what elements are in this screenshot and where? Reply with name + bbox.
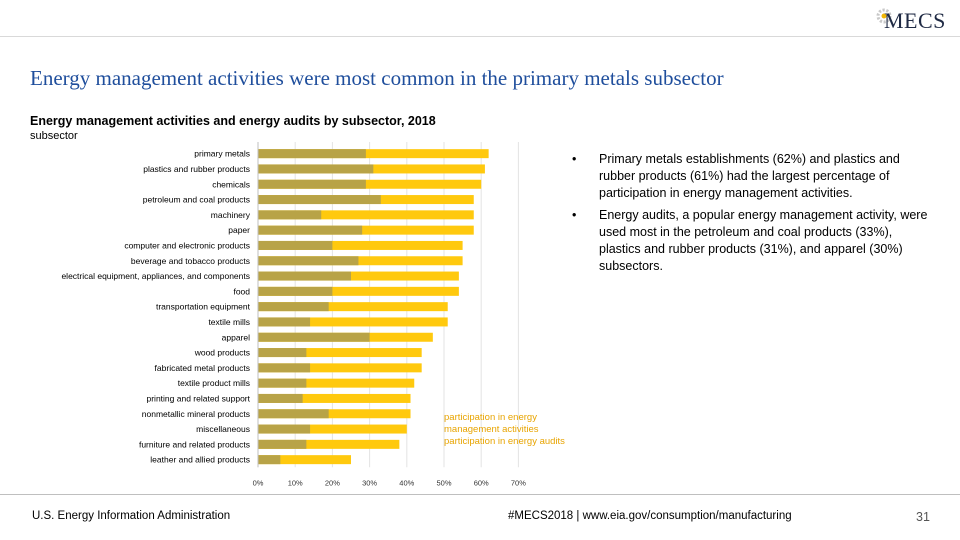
category-label: machinery (211, 210, 251, 220)
bar-audit (258, 424, 311, 434)
bar-audit (258, 164, 374, 174)
category-label: apparel (222, 332, 250, 342)
bar-audit (258, 409, 329, 419)
bar-management (258, 225, 474, 235)
category-label: food (233, 286, 250, 296)
category-label: petroleum and coal products (143, 195, 250, 205)
chart-title: Energy management activities and energy … (30, 114, 436, 128)
header-divider (0, 36, 960, 37)
category-label: transportation equipment (156, 302, 251, 312)
bar-management (258, 378, 415, 388)
bar-audit (258, 455, 281, 465)
x-tick-label: 10% (288, 478, 303, 487)
category-label: textile mills (208, 317, 250, 327)
bar-management (258, 256, 463, 266)
bar-audit (258, 225, 363, 235)
bar-audit (258, 149, 366, 159)
category-label: electrical equipment, appliances, and co… (61, 271, 250, 281)
bullet-marker: • (572, 208, 577, 223)
page-number: 31 (916, 510, 930, 524)
bar-management (258, 455, 351, 465)
x-tick-label: 60% (474, 478, 489, 487)
x-tick-label: 40% (399, 478, 414, 487)
category-label: primary metals (194, 149, 250, 159)
gear-icon (876, 8, 892, 24)
x-tick-label: 70% (511, 478, 526, 487)
bullet-text: Energy audits, a popular energy manageme… (599, 208, 928, 273)
category-label: miscellaneous (196, 424, 250, 434)
bar-management (258, 179, 482, 189)
bar-audit (258, 195, 381, 205)
x-tick-label: 0% (253, 478, 264, 487)
bar-management (258, 348, 422, 358)
category-label: furniture and related products (139, 439, 250, 449)
bar-management (258, 363, 422, 373)
category-label: nonmetallic mineral products (142, 409, 250, 419)
bar-management (258, 240, 463, 250)
bar-audit (258, 332, 370, 342)
bar-audit (258, 240, 333, 250)
key-findings: • Primary metals establishments (62%) an… (572, 151, 932, 281)
legend-entry-management-line1: participation in energy (444, 412, 537, 423)
bar-management (258, 286, 459, 296)
bullet-text: Primary metals establishments (62%) and … (599, 152, 900, 200)
bar-management (258, 149, 489, 159)
y-axis-title: subsector (30, 130, 78, 142)
category-label: textile product mills (178, 378, 250, 388)
bar-chart: 0% 10% 20% 30% 40% 50% 60% 70% percentage primary… (61, 142, 526, 490)
category-label: paper (228, 225, 250, 235)
footer-link[interactable]: #MECS2018 | www.eia.gov/consumption/manu… (508, 510, 792, 522)
chart-legend: participation in energy management activ… (444, 412, 565, 448)
bar-management (258, 317, 448, 327)
bar-management (258, 210, 474, 220)
bar-audit (258, 439, 307, 449)
bar-audit (258, 302, 329, 312)
footer-divider (0, 494, 960, 495)
bar-audit (258, 210, 322, 220)
category-label: leather and allied products (150, 455, 250, 465)
mecs-logo: MECS (872, 2, 952, 36)
bar-audit (258, 393, 303, 403)
legend-entry-management-line2: management activities (444, 424, 539, 435)
bar-management (258, 424, 407, 434)
category-label: computer and electronic products (124, 240, 250, 250)
category-label: wood products (194, 348, 250, 358)
bar-management (258, 393, 411, 403)
bar-audit (258, 317, 311, 327)
x-tick-label: 50% (436, 478, 451, 487)
category-label: plastics and rubber products (143, 164, 250, 174)
x-tick-label: 20% (325, 478, 340, 487)
x-tick-label: 30% (362, 478, 377, 487)
bar-management (258, 409, 411, 419)
bar-management (258, 271, 459, 281)
bullet-marker: • (572, 152, 577, 166)
bullet-item: • Primary metals establishments (62%) an… (572, 151, 932, 201)
legend-entry-audits: participation in energy audits (444, 436, 565, 447)
bar-audit (258, 348, 307, 358)
bar-audit (258, 286, 333, 296)
bar-audit (258, 179, 366, 189)
bar-audit (258, 271, 351, 281)
category-label: beverage and tobacco products (131, 256, 250, 266)
bar-audit (258, 378, 307, 388)
bar-management (258, 439, 400, 449)
logo-text: MECS (884, 8, 946, 33)
x-axis-title: percentage (370, 489, 415, 490)
bar-management (258, 302, 448, 312)
category-label: chemicals (212, 179, 250, 189)
category-label: printing and related support (147, 393, 251, 403)
footer-source: U.S. Energy Information Administration (32, 510, 231, 522)
category-label: fabricated metal products (155, 363, 250, 373)
slide-title: Energy management activities were most c… (30, 66, 724, 90)
bar-audit (258, 363, 311, 373)
bar-audit (258, 256, 359, 266)
bullet-item: • Energy audits, a popular energy manage… (572, 207, 932, 274)
